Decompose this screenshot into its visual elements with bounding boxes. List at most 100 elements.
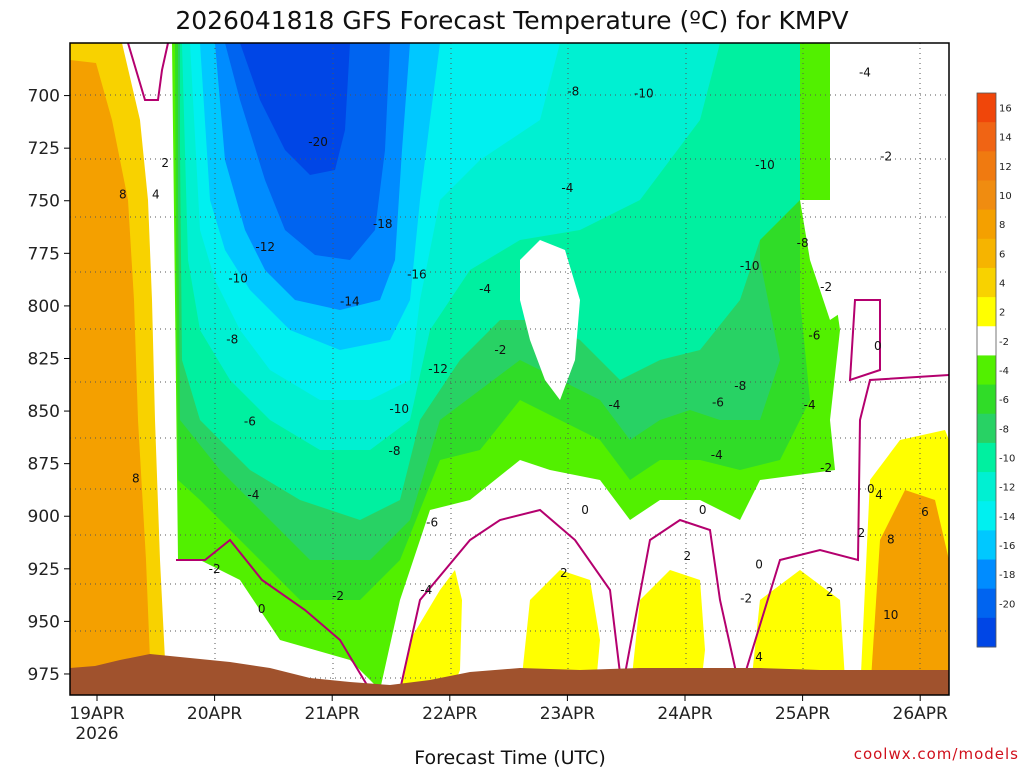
contour-label: 2 [560,566,568,580]
contour-label: -2 [740,591,752,605]
colorbar-swatch [977,180,996,211]
y-tick-label: 850 [28,402,60,422]
contour-label: -8 [226,333,238,347]
colorbar-tick-label: 8 [999,220,1005,231]
white-zone-upper-right [800,200,949,320]
colorbar-swatch [977,238,996,269]
warm-bump-26-inner [870,490,949,695]
colorbar-tick-label: -6 [999,395,1009,406]
contour-label: 0 [874,339,882,353]
contour-label: -20 [308,135,328,149]
contour-label: -4 [247,488,259,502]
deepest-blue-field [240,43,350,175]
terrain [70,654,949,695]
contour-label: 0 [258,602,266,616]
colorbar-frame [976,92,997,648]
warm-bump-23 [520,570,600,695]
contour-label: -4 [859,65,871,79]
colorbar-tick-label: 2 [999,308,1005,319]
contour-label: -14 [340,295,360,309]
contour-label: -10 [634,86,654,100]
x-axis-label: Forecast Time (UTC) [414,747,605,768]
contour-label: -2 [820,461,832,475]
colorbar-tick-label: 6 [999,249,1005,260]
colorbar-tick-label: 10 [999,191,1012,202]
contour-label: -2 [880,150,892,164]
contour-label: 0 [581,503,589,517]
colorbar-swatch [977,267,996,298]
colorbar-tick-label: 12 [999,162,1012,173]
contour-label: -16 [407,267,427,281]
colorbar-tick-label: -4 [999,366,1009,377]
colorbar-tick-label: 16 [999,104,1012,115]
source-credit: coolwx.com/models [854,745,1019,763]
contour-label: -10 [740,259,760,273]
colorbar-swatch [977,442,996,473]
white-zone-center [520,240,580,400]
colorbar-tick-label: -12 [999,483,1015,494]
temperature-fill [70,43,949,695]
x-tick-label: 25APR [775,704,831,724]
y-tick-label: 825 [28,349,60,369]
contour-label: -6 [712,396,724,410]
contour-label: 2 [858,526,866,540]
contour-label: 2 [161,156,169,170]
colorbar-swatch [977,559,996,590]
colorbar-swatch [977,93,996,123]
colorbar-swatch [977,413,996,444]
y-tick-label: 900 [28,507,60,527]
contour-label: -18 [373,217,393,231]
colorbar-swatch [977,588,996,619]
warm-bump-22 [400,570,462,695]
contour-label: -8 [734,379,746,393]
y-tick-label: 775 [28,244,60,264]
y-axis: 700 725 750 775 800 825 850 875 900 925 950 975 [28,87,70,685]
x-tick-label: 20APR [187,704,243,724]
contour-label: 2 [826,585,834,599]
colorbar-tick-label: -2 [999,337,1009,348]
x-tick-label: 21APR [305,704,361,724]
x-tick-label: 23APR [540,704,596,724]
colorbar-swatch [977,472,996,502]
contour-label: -2 [332,589,344,603]
contour-label: -4 [804,398,816,412]
contour-label: -4 [711,448,723,462]
contour-label: -4 [608,398,620,412]
contour-label: -6 [426,516,438,530]
chart-title: 2026041818 GFS Forecast Temperature (ºC)… [175,6,848,35]
colorbar-swatch [977,326,996,356]
y-tick-label: 875 [28,455,60,475]
x-tick-label: 19APR [69,704,125,724]
colorbar-swatch [977,151,996,181]
contour-label: -12 [255,240,275,254]
y-tick-label: 925 [28,560,60,580]
colorbar-swatch [977,209,996,240]
contour-label: -4 [420,583,432,597]
warm-fill-left-inner [70,60,150,695]
contour-label: 0 [755,558,763,572]
contour-label: 8 [887,532,895,546]
colorbar-tick-label: 4 [999,279,1005,290]
colorbar-swatch [977,384,996,415]
grid [70,43,949,695]
colorbar-swatch [977,122,996,152]
colorbar: 16 14 12 10 8 6 4 2 -2 -4 -6 -8 -10 -12 -14 -16 -18 -20 [976,92,1015,648]
colorbar-tick-label: 14 [999,133,1012,144]
contour-label: -2 [209,562,221,576]
contour-label: -6 [808,328,820,342]
contour-label: 4 [755,650,763,664]
y-tick-label: 750 [28,192,60,212]
contour-label: -2 [820,280,832,294]
contour-label: -8 [797,236,809,250]
contour-label: -4 [561,181,573,195]
contour-label: 8 [132,471,140,485]
contour-label: -8 [389,444,401,458]
zero-contours [127,43,949,691]
contour-label: 6 [921,505,929,519]
contour-label: 0 [699,503,707,517]
warm-bump-25 [750,570,845,695]
contour-label: -10 [389,402,409,416]
contour-labels: -20-18-16-14-12-10-8-6-4-20-2-12-10-8-6-… [119,65,929,664]
colorbar-tick-label: -20 [999,599,1015,610]
x-tick-label: 22APR [422,704,478,724]
